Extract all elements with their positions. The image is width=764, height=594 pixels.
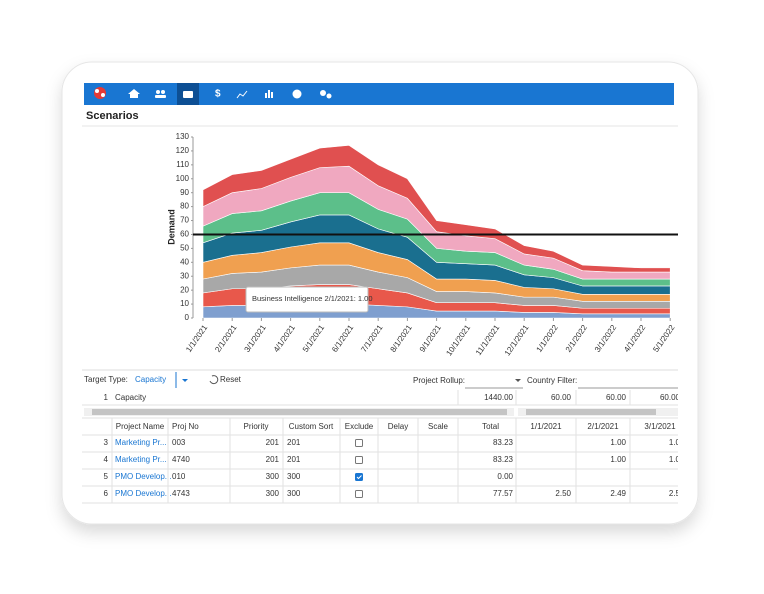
capacity-cell: 60.00: [660, 393, 681, 402]
y-tick-label: 130: [176, 132, 190, 141]
column-header: Custom Sort: [289, 422, 334, 431]
cell: 3: [104, 438, 109, 447]
y-tick-label: 80: [180, 202, 189, 211]
project-link: PMO Develop...: [115, 489, 171, 498]
label: Country Filter:: [527, 376, 577, 385]
checkbox[interactable]: [355, 473, 363, 481]
capacity-cell: 1: [104, 393, 109, 402]
column-header: 1/1/2021: [530, 422, 562, 431]
y-tick-label: 40: [180, 257, 189, 266]
y-tick-label: 70: [180, 216, 189, 225]
column-header: Priority: [244, 422, 269, 431]
cell: 201: [266, 455, 280, 464]
column-header: 3/1/2021: [644, 422, 676, 431]
screen: $ Scenarios 0102030405060708090100110120…: [82, 82, 681, 507]
y-tick-label: 110: [176, 160, 189, 169]
cell: 1.0: [669, 438, 681, 447]
reset-button[interactable]: Reset: [220, 375, 242, 384]
checkmark: [356, 475, 362, 480]
capacity-cell: 60.00: [551, 393, 572, 402]
cell: 1.00: [610, 438, 626, 447]
y-axis-label: Demand: [166, 209, 176, 245]
cell: 300: [287, 472, 301, 481]
y-tick-label: 90: [180, 188, 189, 197]
scrollbar-thumb[interactable]: [92, 409, 507, 415]
cell: 4740: [172, 455, 190, 464]
controls: Target Type: Capacity Reset Project Roll…: [82, 369, 678, 389]
y-tick-label: 120: [176, 146, 190, 155]
y-tick-label: 60: [180, 230, 189, 239]
cell: 2.50: [555, 489, 571, 498]
cell: 201: [287, 455, 301, 464]
y-tick-label: 20: [180, 285, 189, 294]
cell: 5: [104, 472, 109, 481]
y-tick-label: 100: [176, 174, 190, 183]
cell: 83.23: [493, 438, 514, 447]
y-tick-label: 30: [180, 271, 189, 280]
capacity-cell: Capacity: [115, 393, 146, 402]
y-tick-label: 50: [180, 243, 189, 252]
cell: 003: [172, 438, 186, 447]
cell: 2.5: [669, 489, 681, 498]
cell: 300: [266, 489, 280, 498]
y-tick-label: 0: [185, 313, 190, 322]
cell: 201: [266, 438, 280, 447]
column-header: Proj No: [172, 422, 199, 431]
svg-text:$: $: [215, 89, 221, 100]
cell: 0.00: [497, 472, 513, 481]
cell: 6: [104, 489, 109, 498]
capacity-cell: 1440.00: [484, 393, 513, 402]
project-link: Marketing Pr...: [115, 455, 167, 464]
checkbox[interactable]: [355, 490, 363, 498]
cell: 1.00: [610, 455, 626, 464]
nav-icons[interactable]: $: [128, 89, 332, 100]
capacity-cell: 60.00: [606, 393, 627, 402]
column-header: Scale: [428, 422, 449, 431]
column-header: 2/1/2021: [587, 422, 619, 431]
scrollbar-thumb[interactable]: [526, 409, 656, 415]
cell: 77.57: [493, 489, 514, 498]
cell: 300: [266, 472, 280, 481]
cell: 300: [287, 489, 301, 498]
column-header: Project Name: [116, 422, 165, 431]
checkbox[interactable]: [355, 456, 363, 464]
area: [202, 145, 671, 273]
cell: 010: [172, 472, 186, 481]
cell: 4: [104, 455, 109, 464]
label: Target Type:: [84, 375, 128, 384]
label: Project Rollup:: [413, 376, 465, 385]
project-link: Marketing Pr...: [115, 438, 167, 447]
cell: 2.49: [610, 489, 626, 498]
cell: 83.23: [493, 455, 514, 464]
page-title: Scenarios: [86, 110, 139, 122]
cell: 1.0: [669, 455, 681, 464]
logo: [94, 87, 106, 99]
column-header: Delay: [388, 422, 408, 431]
checkbox[interactable]: [355, 439, 363, 447]
column-header: Total: [482, 422, 499, 431]
cell: 201: [287, 438, 301, 447]
column-header: Exclude: [345, 422, 374, 431]
nav-bar: [84, 83, 674, 105]
dropdown-value[interactable]: Capacity: [135, 375, 166, 384]
y-tick-label: 10: [180, 299, 189, 308]
tooltip-box: [245, 286, 369, 313]
cell: 4743: [172, 489, 190, 498]
tooltip: Business Intelligence 2/1/2021: 1.00: [252, 294, 373, 303]
project-link: PMO Develop...: [115, 472, 171, 481]
